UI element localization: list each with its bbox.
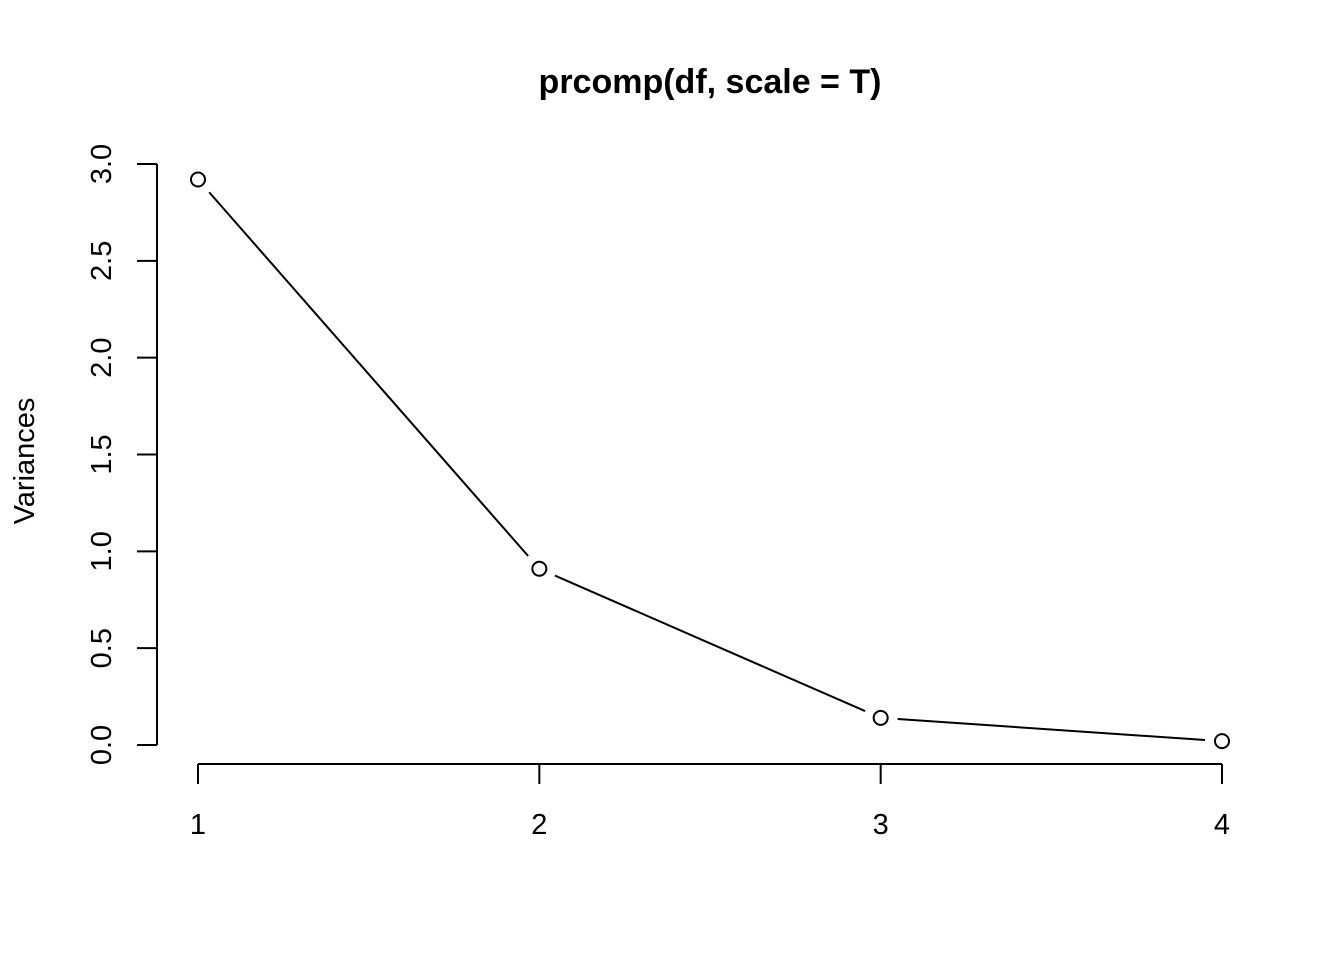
series-line-segment: [208, 191, 529, 557]
y-tick-label: 2.0: [86, 338, 118, 378]
y-tick-label: 3.0: [86, 144, 118, 184]
chart-title: prcomp(df, scale = T): [539, 63, 882, 101]
variance-series: [190, 171, 1230, 750]
y-axis: 0.0 0.5 1.0 1.5 2.0 2.5 3.0: [86, 144, 158, 765]
y-tick-label: 2.5: [86, 241, 118, 281]
data-point: [872, 709, 889, 726]
x-tick-label: 1: [190, 809, 206, 841]
series-line-segment: [897, 718, 1206, 741]
y-tick-label: 0.0: [86, 725, 118, 765]
x-tick-label: 2: [531, 809, 547, 841]
y-tick-label: 1.5: [86, 434, 118, 474]
series-line-segment: [554, 574, 866, 712]
x-axis: 1 2 3 4: [190, 763, 1230, 841]
y-tick-label: 0.5: [86, 628, 118, 668]
data-point: [531, 560, 548, 577]
y-axis-label: Variances: [9, 398, 41, 525]
data-point: [190, 171, 206, 188]
x-tick-label: 4: [1214, 809, 1230, 841]
y-tick-label: 1.0: [86, 531, 118, 571]
data-point: [1214, 733, 1230, 750]
x-tick-label: 3: [873, 809, 889, 841]
